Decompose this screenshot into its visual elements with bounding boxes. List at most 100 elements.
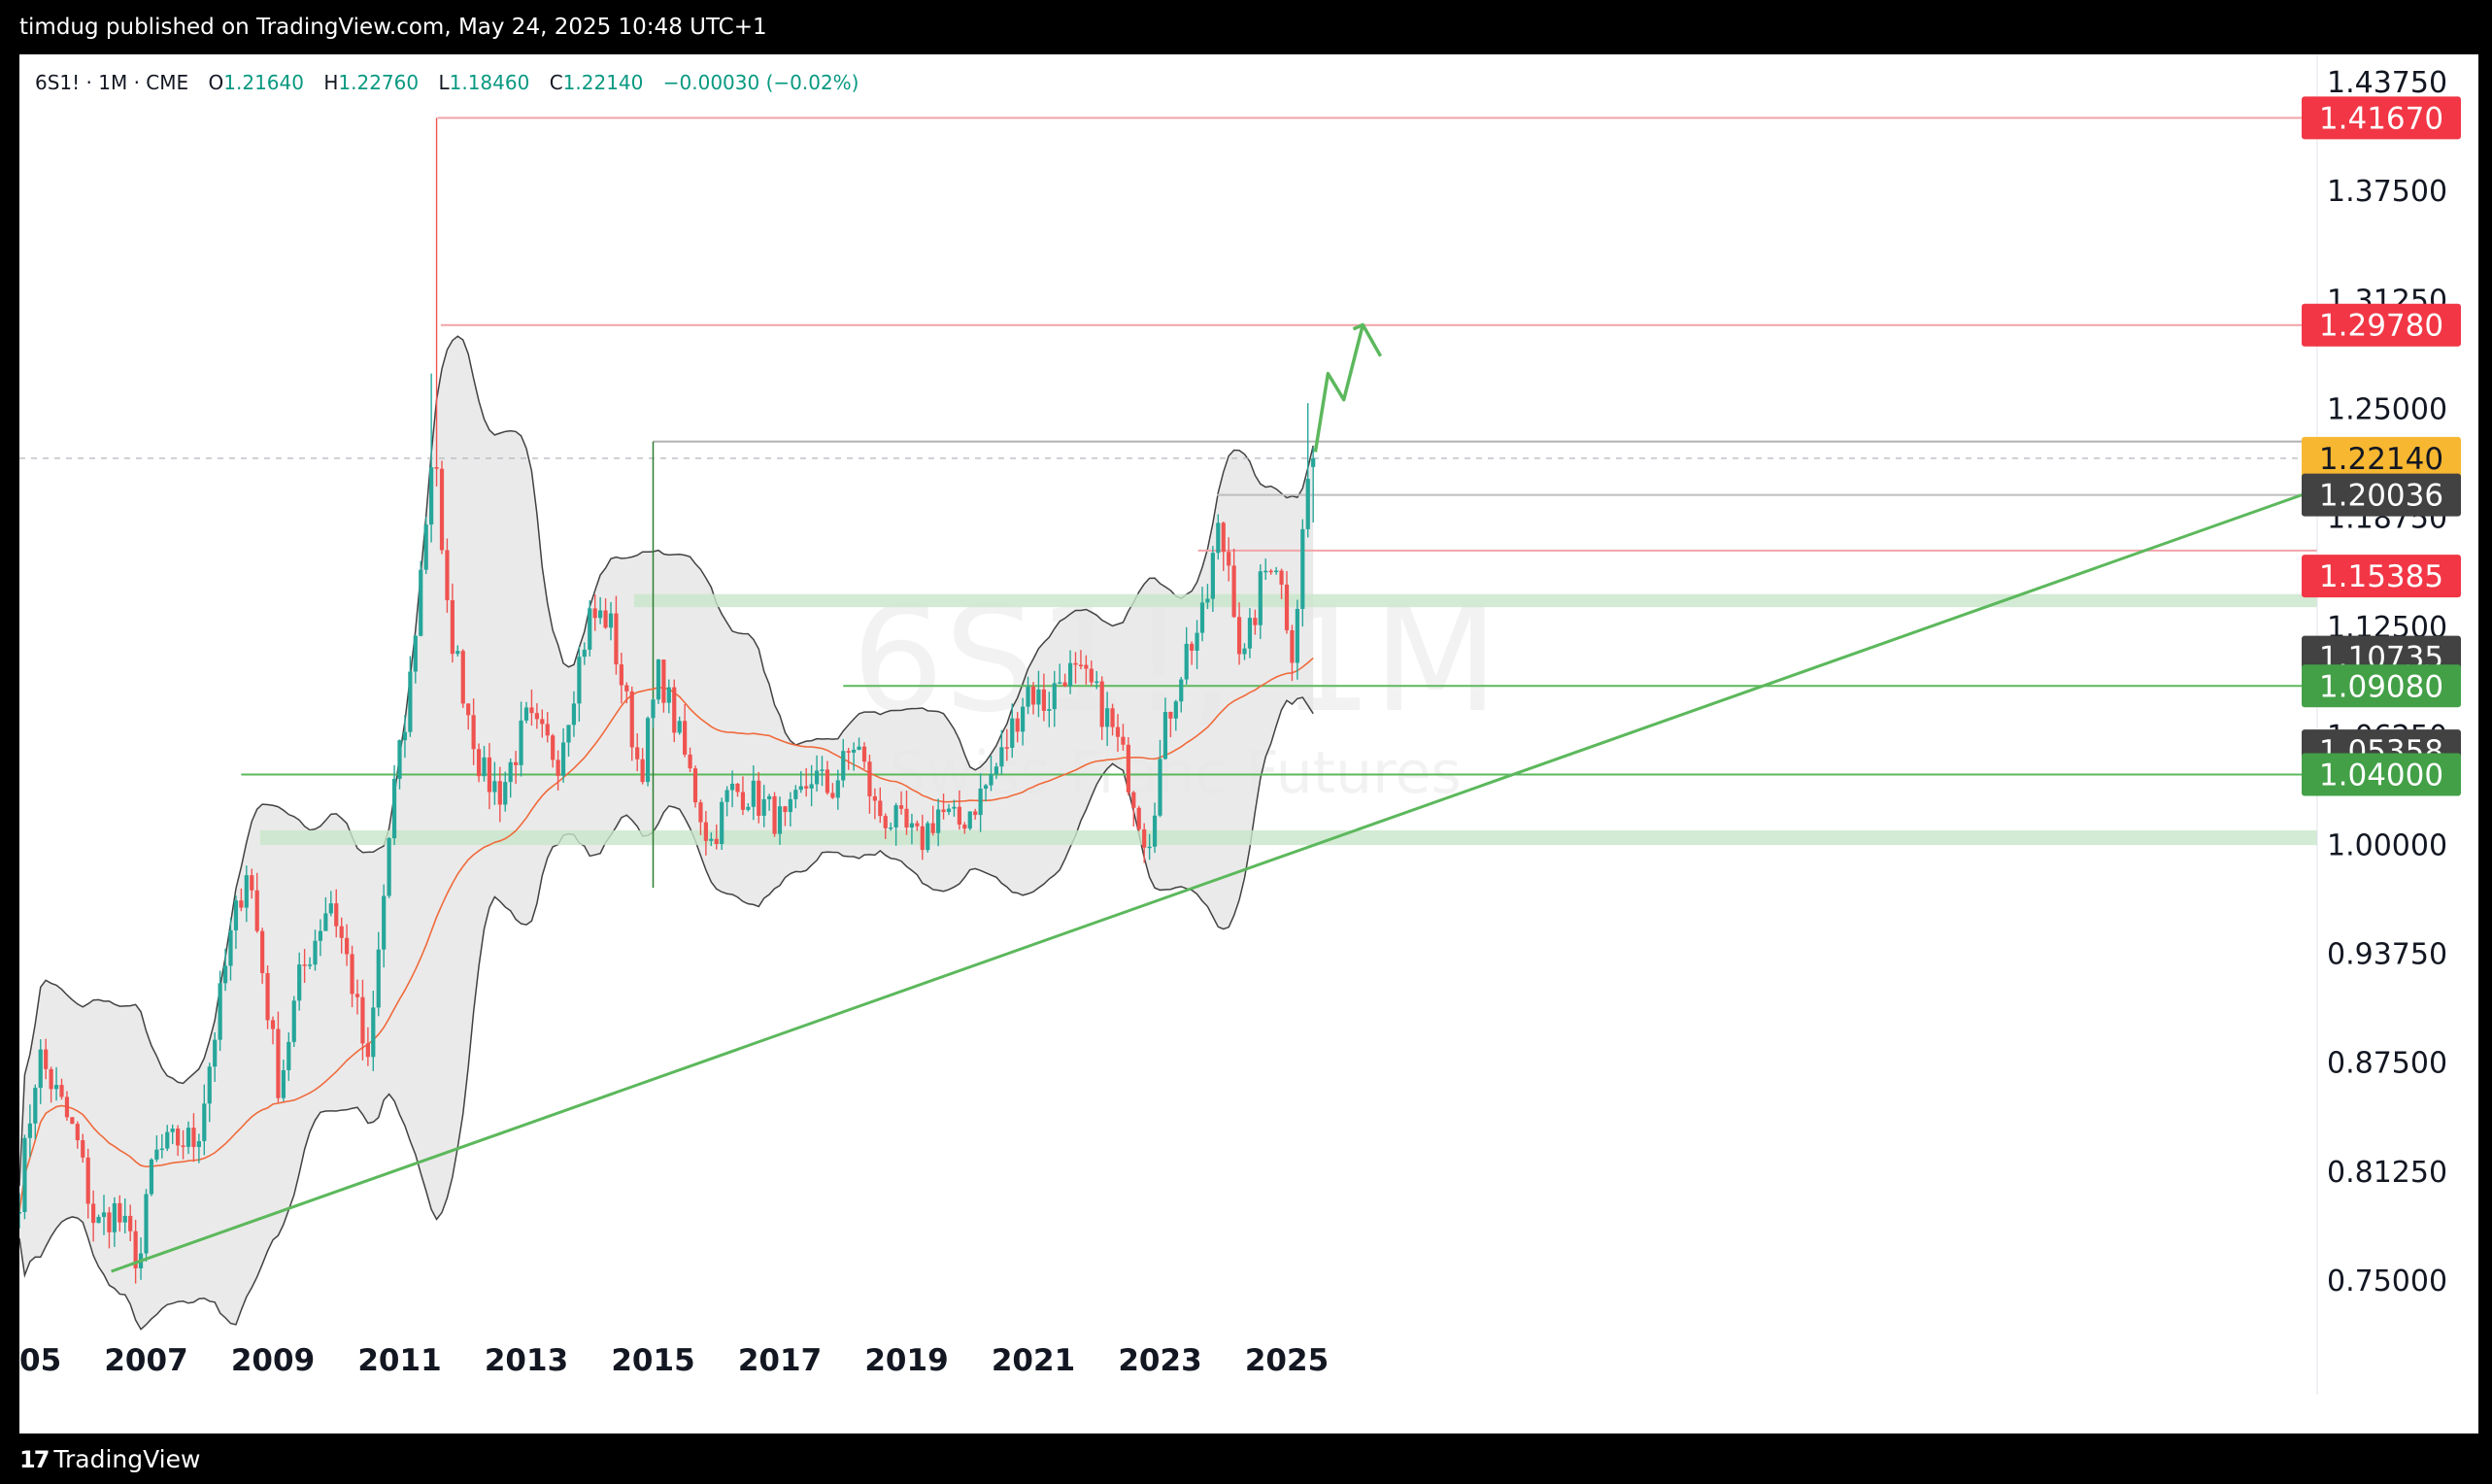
candle-body <box>360 996 365 1044</box>
moving-average-layer <box>18 657 1314 1213</box>
candle-body <box>170 1129 175 1132</box>
candle-body <box>751 780 756 807</box>
candle-body <box>1058 682 1062 685</box>
candle-body <box>761 798 766 816</box>
tradingview-logo-icon: 17 <box>19 1445 50 1473</box>
candle-body <box>1258 571 1263 625</box>
candle-body <box>207 1066 212 1104</box>
candle-body <box>1152 815 1158 847</box>
candle-body <box>582 649 587 658</box>
legend-high-label: H <box>323 71 338 94</box>
candle-body <box>1015 718 1020 732</box>
candle-body <box>809 784 814 789</box>
candle-body <box>423 524 428 570</box>
candle-body <box>233 900 239 930</box>
price-chart[interactable]: 6S1!, 1M Swiss Franc Futures 6S1! · 1M ·… <box>0 54 2478 1433</box>
candle-body <box>1136 807 1141 829</box>
y-tick-label: 1.37500 <box>2327 175 2447 209</box>
candle-body <box>492 781 497 793</box>
candle-body <box>1227 552 1231 566</box>
candle-body <box>592 608 597 619</box>
candle-body <box>307 964 313 966</box>
candle-body <box>144 1194 149 1254</box>
candle-body <box>503 782 508 805</box>
candle-body <box>365 1043 370 1058</box>
candle-body <box>729 783 735 791</box>
candle-body <box>1105 708 1110 727</box>
candle-body <box>1030 687 1036 705</box>
candle-body <box>952 806 957 809</box>
price-label-text: 1.22140 <box>2319 442 2443 477</box>
candle-body <box>487 757 492 793</box>
candle-body <box>861 746 867 762</box>
publisher-bar: timdug published on TradingView.com, May… <box>0 0 2492 54</box>
candle-body <box>429 467 434 525</box>
candle-body <box>1162 712 1168 759</box>
candle-body <box>551 735 556 760</box>
y-tick-label: 1.00000 <box>2327 828 2447 862</box>
candle-body <box>1268 570 1273 573</box>
candle-body <box>413 635 418 672</box>
candle-body <box>101 1212 107 1217</box>
candle-body <box>1290 629 1295 663</box>
candle-body <box>830 793 835 798</box>
candle-body <box>1173 701 1178 719</box>
candle-body <box>989 774 993 786</box>
candle-body <box>159 1148 164 1151</box>
price-label-box <box>2302 96 2461 140</box>
projection-arrow-head <box>1352 322 1383 357</box>
tradingview-logo[interactable]: 17 TradingView <box>19 1445 200 1473</box>
candle-body <box>33 1088 38 1124</box>
candle-body <box>17 1211 22 1214</box>
trendline-ascending <box>111 488 2318 1273</box>
candle-body <box>545 724 550 736</box>
candle-body <box>556 759 560 776</box>
candle-body <box>1300 528 1305 609</box>
candle-body <box>735 783 740 793</box>
price-label-text: 1.15385 <box>2319 559 2443 594</box>
candle-body <box>946 808 952 813</box>
candle-body <box>777 806 783 834</box>
candle-body <box>967 811 972 829</box>
candle-body <box>1179 679 1184 702</box>
candle-body <box>1126 744 1130 793</box>
candle-body <box>455 651 460 655</box>
candle-body <box>387 838 391 896</box>
candle-body <box>852 749 857 753</box>
price-label: 1.22140 <box>2302 436 2461 480</box>
candle-body <box>1026 687 1030 707</box>
candle-body <box>202 1103 207 1141</box>
candle-body <box>878 800 883 817</box>
y-tick-label: 0.81250 <box>2327 1156 2447 1190</box>
y-tick-label: 0.87500 <box>2327 1047 2447 1081</box>
candle-body <box>1047 709 1052 711</box>
x-tick-label: 2015 <box>611 1343 694 1378</box>
x-tick-label: 2009 <box>231 1343 315 1378</box>
candle-body <box>397 740 402 779</box>
candle-body <box>825 769 830 793</box>
candle-body <box>382 895 387 950</box>
candle-body <box>540 719 545 725</box>
candle-body <box>281 1069 286 1098</box>
chart-area[interactable]: 6S1!, 1M Swiss Franc Futures 6S1! · 1M ·… <box>0 54 2478 1433</box>
candle-body <box>1041 689 1046 711</box>
legend-open-label: O <box>209 71 224 94</box>
candle-body <box>820 769 825 771</box>
legend-close-value: 1.22140 <box>563 71 644 94</box>
candle-body <box>514 761 519 765</box>
candle-body <box>75 1124 80 1141</box>
candle-body <box>1084 664 1089 669</box>
candle-body <box>936 809 941 833</box>
candle-body <box>930 823 935 833</box>
x-tick-label: 2025 <box>1245 1343 1329 1378</box>
candle-body <box>402 731 408 741</box>
price-label-text: 1.29780 <box>2319 309 2443 344</box>
candle-body <box>297 964 302 1001</box>
candle-body <box>1184 643 1189 680</box>
candle-body <box>250 875 254 891</box>
candle-body <box>1263 570 1268 573</box>
candle-body <box>709 838 714 841</box>
candle-body <box>1021 706 1026 732</box>
price-label: 1.15385 <box>2302 555 2461 598</box>
moving-average-line <box>18 657 1314 1213</box>
